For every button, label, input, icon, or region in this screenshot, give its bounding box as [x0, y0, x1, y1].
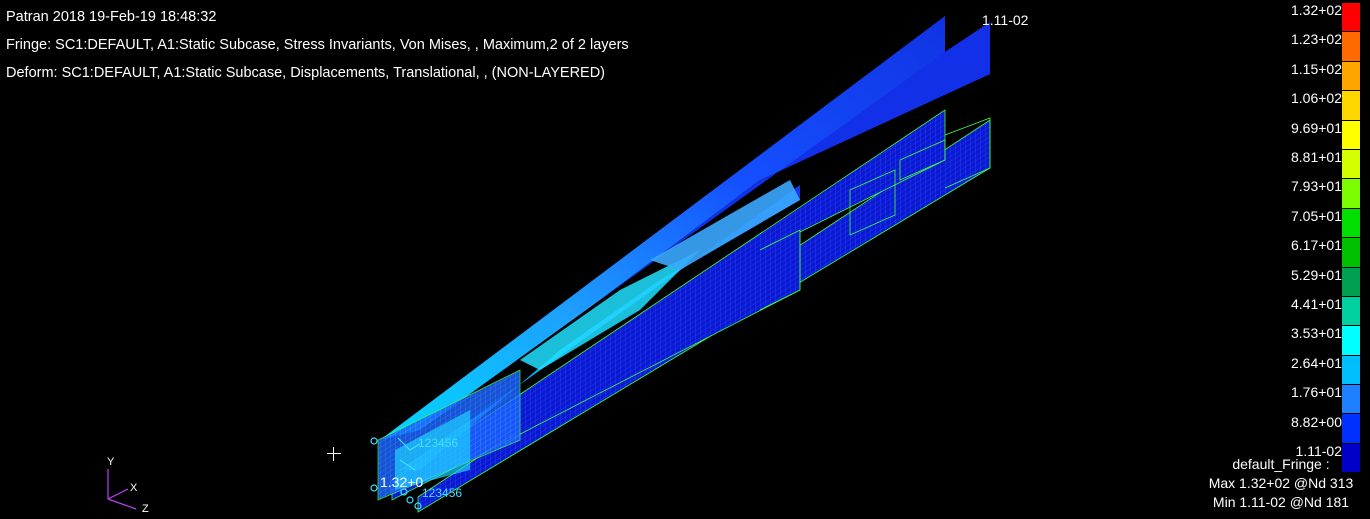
legend-label: 8.81+01	[1291, 149, 1342, 165]
legend-label: 5.29+01	[1291, 266, 1342, 283]
legend-label: 1.76+01	[1291, 384, 1342, 401]
legend-label: 4.41+01	[1291, 296, 1342, 312]
fringe-max: Max 1.32+02 @Nd 313	[1208, 475, 1354, 491]
upper-skin	[380, 16, 990, 440]
triad-axes	[107, 469, 137, 510]
fringe-description: Fringe: SC1:DEFAULT, A1:Static Subcase, …	[6, 37, 629, 53]
legend-swatch	[1342, 179, 1360, 209]
mid-flange-light	[650, 180, 800, 270]
deform-description: Deform: SC1:DEFAULT, A1:Static Subcase, …	[6, 65, 606, 81]
fringe-info: default_Fringe : Max 1.32+02 @Nd 313 Min…	[1196, 455, 1366, 512]
constraint-label-bottom: 123456	[422, 486, 463, 500]
triad-x-label: X	[130, 482, 138, 494]
legend-swatch	[1342, 3, 1360, 33]
legend-swatch	[1342, 414, 1360, 444]
legend-swatch	[1342, 32, 1360, 62]
cursor-crosshair	[327, 447, 341, 461]
legend-label: 1.32+02	[1291, 2, 1342, 18]
legend-swatch	[1342, 443, 1360, 474]
constraint-markers	[370, 437, 422, 510]
legend-label: 1.23+02	[1291, 31, 1342, 48]
fringe-name: default_Fringe :	[1232, 456, 1330, 472]
legend-swatch	[1342, 61, 1360, 92]
legend-label: 1.11-02	[1295, 443, 1342, 459]
patran-title: Patran 2018 19-Feb-19 18:48:32	[6, 9, 217, 25]
fringe-min: Min 1.11-02 @Nd 181	[1212, 494, 1350, 510]
legend-label: 2.64+01	[1291, 354, 1342, 371]
legend-swatch	[1342, 326, 1360, 356]
legend-swatch	[1342, 208, 1360, 239]
legend-swatch	[1342, 120, 1360, 150]
legend-swatch	[1342, 355, 1360, 386]
legend-label: 7.05+01	[1291, 207, 1342, 224]
root-hot-area	[395, 410, 470, 490]
triad-z-label: Z	[142, 503, 149, 515]
legend-swatch	[1342, 238, 1360, 268]
min-value-label: 1.11-02	[982, 12, 1029, 28]
legend-label: 1.06+02	[1291, 90, 1342, 107]
triad-y-label: Y	[107, 456, 115, 468]
legend-label: 6.17+01	[1291, 237, 1342, 254]
fringe-legend: 1.32+02 1.23+02 1.15+02 1.06+02 9.69+01 8.81+…	[1250, 0, 1370, 474]
legend-swatch	[1342, 91, 1360, 121]
legend-color-bar	[1342, 3, 1360, 474]
legend-label: 3.53+01	[1291, 325, 1342, 342]
legend-label: 7.93+01	[1291, 178, 1342, 195]
upper-skin-top	[600, 22, 990, 300]
legend-label: 9.69+01	[1291, 119, 1342, 136]
mid-flange-hot	[520, 250, 700, 370]
coordinate-triad: Y X Z	[96, 455, 166, 515]
constraint-label-top: 123456	[418, 436, 459, 450]
legend-label: 8.82+00	[1291, 413, 1342, 430]
legend-swatch	[1342, 385, 1360, 415]
legend-swatch	[1342, 267, 1360, 297]
legend-swatch	[1342, 296, 1360, 327]
legend-swatch	[1342, 149, 1360, 180]
legend-label: 1.15+02	[1291, 60, 1342, 77]
max-value-label: 1.32+0	[380, 474, 424, 490]
